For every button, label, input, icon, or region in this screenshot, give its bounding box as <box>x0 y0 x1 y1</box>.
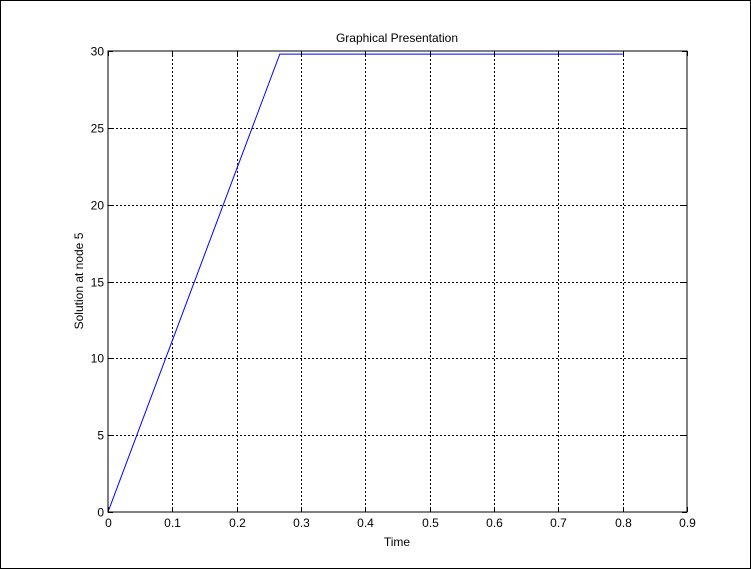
x-tick-label: 0.7 <box>550 516 567 530</box>
x-tick-label: 0.4 <box>357 516 374 530</box>
x-tick-label: 0.8 <box>615 516 632 530</box>
x-tick-labels: 0 0.1 0.2 0.3 0.4 0.5 0.6 0.7 0.8 0.9 <box>105 516 696 530</box>
chart-title: Graphical Presentation <box>336 31 458 45</box>
x-tick-label: 0.1 <box>164 516 181 530</box>
x-tick-label: 0 <box>105 516 112 530</box>
y-tick-label: 15 <box>91 276 105 290</box>
grid <box>108 51 687 512</box>
y-tick-label: 30 <box>91 45 105 59</box>
y-tick-label: 5 <box>97 429 104 443</box>
y-tick-labels: 0 5 10 15 20 25 30 <box>91 45 105 520</box>
series-layer <box>107 53 623 513</box>
x-tick-label: 0.9 <box>679 516 696 530</box>
y-tick-label: 25 <box>91 122 105 136</box>
ticks <box>108 51 688 513</box>
y-tick-label: 10 <box>91 352 105 366</box>
plot-frame <box>107 50 688 513</box>
y-axis-label: Solution at node 5 <box>72 232 86 329</box>
y-tick-label: 0 <box>97 506 104 520</box>
x-tick-label: 0.2 <box>229 516 246 530</box>
x-tick-label: 0.5 <box>422 516 439 530</box>
x-tick-label: 0.3 <box>293 516 310 530</box>
y-tick-label: 20 <box>91 199 105 213</box>
x-tick-label: 0.6 <box>486 516 503 530</box>
x-axis-label: Time <box>384 535 411 549</box>
series-line <box>107 53 623 513</box>
